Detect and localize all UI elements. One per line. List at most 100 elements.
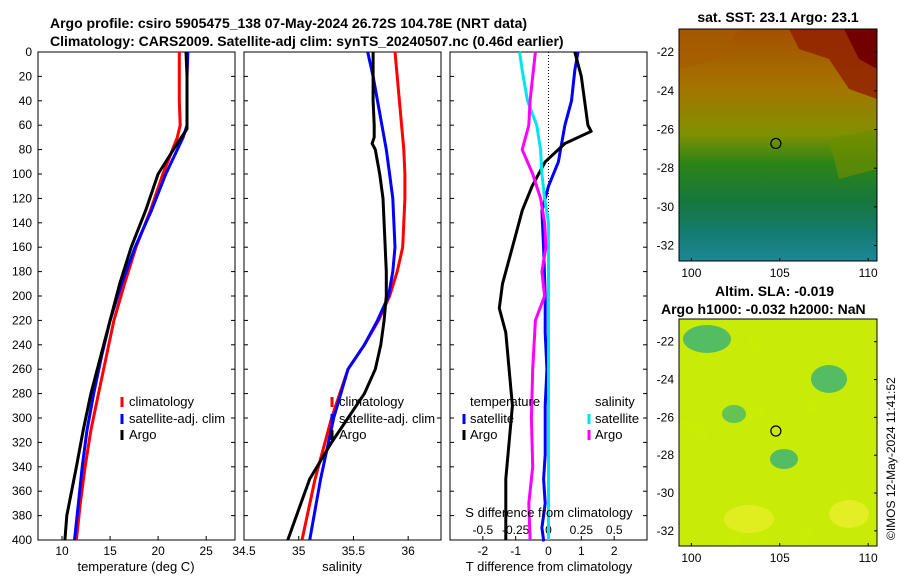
x-tick-label: 15 (103, 544, 117, 558)
legend-t-satellite: satellite (470, 411, 514, 426)
y-tick-label: 0 (25, 45, 32, 59)
sst-map-panel: sat. SST: 23.1 Argo: 23.1 (657, 9, 878, 280)
x-tick-label: 35 (292, 544, 306, 558)
legend-t-argo: Argo (470, 427, 497, 442)
sla-blob (811, 365, 847, 393)
legend-satellite: satellite-adj. clim (129, 411, 225, 426)
y-tick-label: 260 (12, 362, 32, 376)
y-tick-label: 400 (12, 533, 32, 547)
x-tick-label: 36 (401, 544, 415, 558)
x-tick-label: 35.5 (342, 544, 366, 558)
legend-s-satellite: satellite (595, 411, 639, 426)
map-x-tick-label: 100 (681, 551, 701, 565)
series-line-argo (63, 51, 189, 541)
y-tick-label: 160 (12, 240, 32, 254)
sla-blob (724, 505, 774, 533)
difference-panel: -2 -1 0 1 2 -0.5 -0.25 0 0.25 0.5 T difference f… (449, 51, 648, 574)
map-x-tick-label: 100 (681, 266, 701, 280)
imos-credit: ©IMOS 12-May-2024 11:41:52 (884, 377, 898, 540)
map-y-tick-label: -28 (657, 448, 675, 462)
map-y-tick-label: -22 (657, 45, 675, 59)
sla-blob (683, 325, 731, 353)
series-line-satellite-adj-clim (308, 51, 397, 541)
x-tick-label: 20 (151, 544, 165, 558)
series-line-temperature-satellite (540, 51, 580, 542)
sla-argo-marker (770, 425, 782, 437)
y-tick-label: 360 (12, 484, 32, 498)
temperature-legend: climatology satellite-adj. clim Argo (120, 394, 225, 442)
map-y-tick-label: -26 (657, 410, 675, 424)
legend-argo: Argo (339, 427, 366, 442)
map-x-tick-label: 105 (770, 266, 790, 280)
sla-blob (829, 500, 869, 528)
map-x-tick-label: 110 (859, 551, 878, 565)
difference-xlabel: T difference from climatology (466, 559, 633, 574)
legend-climatology: climatology (129, 394, 195, 409)
y-tick-label: 220 (12, 313, 32, 327)
legend-climatology: climatology (339, 394, 405, 409)
sla-blob (722, 405, 746, 423)
salinity-xlabel: salinity (322, 559, 362, 574)
temperature-panel: 0 20 40 60 80 100 120 140 160 180 200 220 240 260 280 3… (12, 45, 236, 574)
map-y-tick-label: -26 (657, 123, 675, 137)
sst-map-title: sat. SST: 23.1 Argo: 23.1 (697, 9, 859, 25)
y-tick-label: 60 (19, 118, 33, 132)
y-tick-label: 320 (12, 435, 32, 449)
salinity-difference-label: S difference from climatology (465, 505, 633, 520)
legend-temperature-title: temperature (470, 394, 540, 409)
y-tick-label: 40 (19, 94, 33, 108)
sla-blob (770, 449, 798, 469)
temperature-xlabel: temperature (deg C) (77, 559, 194, 574)
difference-lines (497, 51, 593, 542)
top-tick-label: -0.5 (472, 523, 493, 537)
y-tick-label: 140 (12, 216, 32, 230)
y-tick-label: 280 (12, 387, 32, 401)
salinity-legend: climatology satellite-adj. clim Argo (330, 394, 435, 442)
map-y-tick-label: -24 (657, 84, 675, 98)
x-tick-label: 10 (55, 544, 69, 558)
y-tick-label: 100 (12, 167, 32, 181)
salinity-ticks: 34.5 35 35.5 36 (232, 51, 441, 558)
series-line-argo (286, 52, 388, 541)
map-x-tick-label: 105 (770, 551, 790, 565)
sst-heatmap (679, 29, 877, 261)
legend-s-argo: Argo (595, 427, 622, 442)
y-tick-label: 20 (19, 69, 33, 83)
y-tick-label: 300 (12, 411, 32, 425)
temperature-ticks: 10 15 20 25 (55, 536, 213, 558)
sla-map-panel: Altim. SLA: -0.019 Argo h1000: -0.032 h2… (657, 283, 878, 565)
y-tick-label: 120 (12, 191, 32, 205)
top-tick-label: -0.25 (502, 523, 530, 537)
depth-ticks: 0 20 40 60 80 100 120 140 160 180 200 220 240 260 280 3… (12, 45, 235, 547)
map-y-tick-label: -30 (657, 486, 675, 500)
title-line-2: Climatology: CARS2009. Satellite-adj cli… (50, 33, 564, 49)
series-line-temperature-argo (497, 51, 593, 540)
difference-ticks: -2 -1 0 1 2 (450, 51, 647, 558)
y-tick-label: 240 (12, 338, 32, 352)
map-y-tick-label: -30 (657, 200, 675, 214)
series-line-salinity-argo (520, 51, 548, 541)
y-tick-label: 80 (19, 143, 33, 157)
legend-satellite: satellite-adj. clim (339, 411, 435, 426)
map-y-tick-label: -32 (657, 239, 675, 253)
sla-map-border (678, 318, 878, 547)
sst-map-ticks: 100 105 110 -22 -24 -26 -28 -30 -32 (657, 45, 878, 280)
sla-map-ticks: 100 105 110 -22 -24 -26 -28 -30 -32 (657, 335, 878, 565)
top-tick-label: 0.25 (570, 523, 594, 537)
temperature-axes-box (37, 51, 236, 541)
map-y-tick-label: -28 (657, 161, 675, 175)
x-tick-label: 1 (578, 544, 585, 558)
series-line-climatology (74, 52, 182, 541)
x-tick-label: 0 (545, 544, 552, 558)
sst-map-border (678, 28, 878, 262)
sla-map-title-2: Argo h1000: -0.032 h2000: NaN (661, 301, 866, 317)
y-tick-label: 340 (12, 460, 32, 474)
legend-salinity-title: salinity (595, 394, 635, 409)
sst-texture (679, 29, 877, 261)
sla-map-title-1: Altim. SLA: -0.019 (715, 283, 834, 299)
x-tick-label: -1 (510, 544, 521, 558)
salinity-lines (286, 51, 407, 541)
x-tick-label: 2 (611, 544, 618, 558)
map-y-tick-label: -24 (657, 373, 675, 387)
